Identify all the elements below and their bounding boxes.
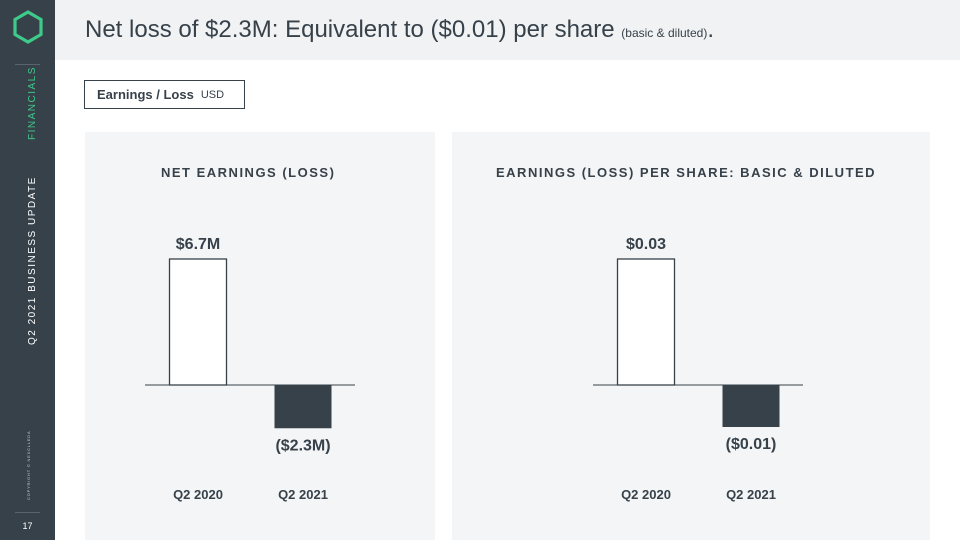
page-title: Net loss of $2.3M: Equivalent to ($0.01)… (85, 16, 714, 44)
hexagon-logo-icon (13, 10, 43, 44)
business-update-label: Q2 2021 BUSINESS UPDATE (27, 176, 38, 345)
net-earnings-panel (85, 132, 435, 540)
sidebar: FINANCIALS Q2 2021 BUSINESS UPDATE COPYR… (0, 0, 55, 540)
title-main: Net loss of $2.3M: Equivalent to ($0.01)… (85, 16, 615, 43)
badge-label: Earnings / Loss (97, 87, 194, 102)
net-earnings-chart-title: NET EARNINGS (LOSS) (161, 165, 336, 180)
earnings-loss-badge: Earnings / Loss USD (84, 80, 245, 109)
header-bar: Net loss of $2.3M: Equivalent to ($0.01)… (55, 0, 960, 60)
title-period: . (707, 16, 715, 43)
section-label: FINANCIALS (27, 66, 38, 140)
badge-unit: USD (200, 88, 225, 101)
eps-chart-title: EARNINGS (LOSS) PER SHARE: BASIC & DILUT… (496, 165, 877, 180)
copyright-notice: COPYRIGHT © NEXCLLEDA (26, 430, 31, 500)
title-qualifier: (basic & diluted) (621, 26, 708, 40)
sidebar-divider (15, 64, 40, 65)
page-number: 17 (22, 521, 33, 531)
eps-panel (452, 132, 930, 540)
sidebar-divider (15, 512, 40, 513)
